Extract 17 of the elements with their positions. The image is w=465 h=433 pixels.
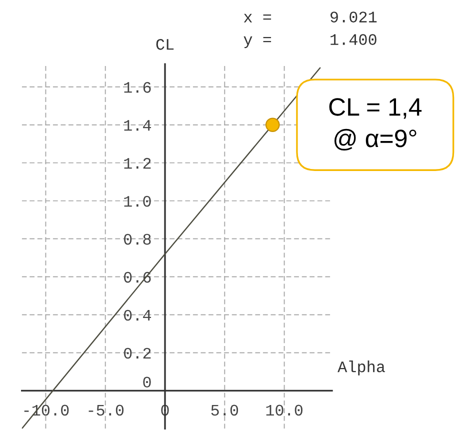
y-tick-label: 0.2: [124, 348, 151, 359]
x-tick-label: -5.0: [88, 404, 124, 416]
x-tick-label: 10.0: [266, 404, 302, 416]
text: x = 9.021: [244, 12, 377, 22]
y-tick-label: 1.2: [124, 158, 151, 169]
x-tick-label: 5.0: [211, 404, 238, 416]
line-series: [22, 67, 321, 429]
y-tick-label: 0.4: [124, 310, 151, 321]
y-tick-label: 0: [143, 376, 151, 388]
annotation: CL = 1,4 @ α=9°: [329, 98, 422, 150]
text: y = 1.400: [244, 34, 376, 48]
y-axis-title: CL: [156, 38, 174, 50]
y-tick-label: 0.8: [124, 234, 151, 245]
y-tick-label: 1.4: [124, 120, 151, 131]
y-tick-label: 1.6: [124, 82, 151, 93]
x-axis-title: Alpha: [338, 360, 385, 376]
y-tick-label: 1.0: [124, 196, 151, 207]
